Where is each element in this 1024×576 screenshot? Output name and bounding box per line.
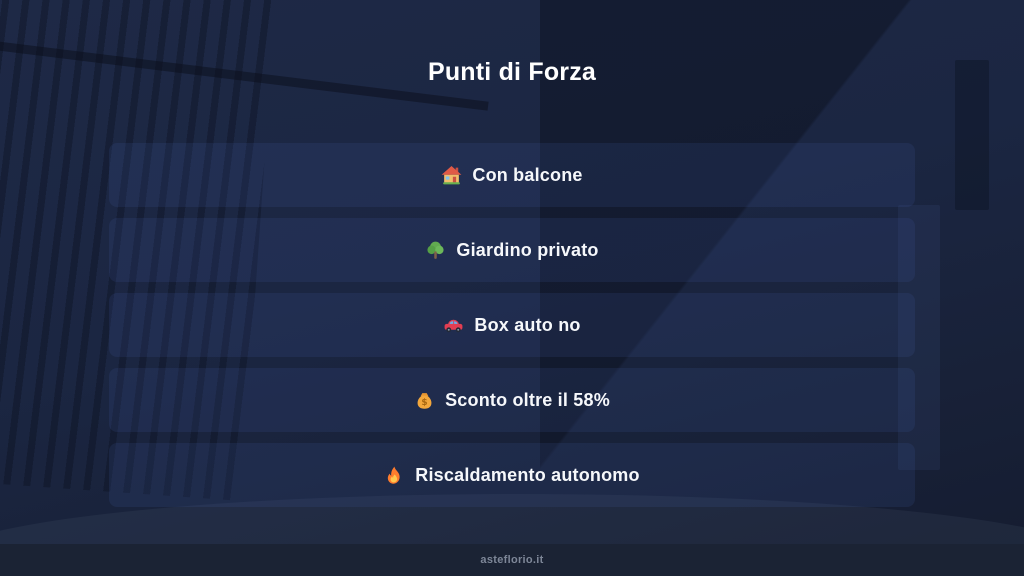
page-title: Punti di Forza <box>427 58 597 86</box>
tree-icon <box>425 240 446 261</box>
feature-row-balcone: Con balcone <box>109 143 915 207</box>
svg-text:$: $ <box>421 398 427 408</box>
feature-row-riscaldamento: Riscaldamento autonomo <box>109 443 915 507</box>
feature-row-box-auto: Box auto no <box>109 293 915 357</box>
money-bag-icon: $ <box>414 390 435 411</box>
feature-label: Riscaldamento autonomo <box>415 464 640 485</box>
house-icon <box>441 165 462 186</box>
fire-icon <box>384 465 405 486</box>
car-icon <box>443 315 464 336</box>
footer-bar: asteflorio.it <box>0 544 1024 576</box>
building-edge-silhouette <box>955 60 989 210</box>
roof-silhouette <box>540 0 920 470</box>
feature-row-giardino: Giardino privato <box>109 218 915 282</box>
building-window-silhouette <box>898 205 940 470</box>
feature-label: Giardino privato <box>456 239 599 260</box>
feature-label: Sconto oltre il 58% <box>445 389 610 410</box>
site-domain: asteflorio.it <box>480 554 544 566</box>
feature-row-sconto: $ Sconto oltre il 58% <box>109 368 915 432</box>
feature-label: Con balcone <box>472 164 583 185</box>
feature-list: Con balcone Giardino privato <box>109 143 915 507</box>
feature-label: Box auto no <box>474 314 581 335</box>
